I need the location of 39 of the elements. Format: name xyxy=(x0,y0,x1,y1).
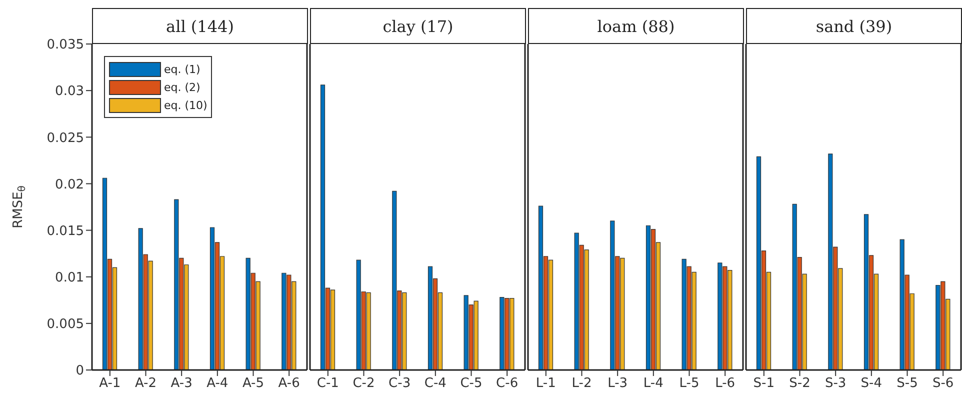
chart-title: all (144) xyxy=(166,16,234,36)
x-tick-label: S-3 xyxy=(824,376,846,392)
x-tick-label: C-1 xyxy=(316,376,339,392)
y-tick-label: 0 xyxy=(76,364,84,379)
x-tick-label: A-4 xyxy=(206,376,228,392)
x-tick-label: L-3 xyxy=(608,376,628,392)
y-tick-label: 0.01 xyxy=(55,270,84,286)
x-tick-label: C-3 xyxy=(388,376,411,392)
x-tick-label: L-6 xyxy=(715,376,736,392)
x-tick-label: C-6 xyxy=(496,376,518,392)
x-tick-label: A-6 xyxy=(278,376,300,392)
y-tick-label: 0.03 xyxy=(55,84,84,100)
x-tick-label: S-2 xyxy=(789,376,810,392)
x-tick-label: S-6 xyxy=(932,376,954,392)
legend-label: eq. (1) xyxy=(164,62,200,76)
x-tick-label: L-5 xyxy=(679,376,700,392)
x-tick-label: S-1 xyxy=(753,376,775,392)
x-tick-label: C-4 xyxy=(424,376,446,392)
chart-title: clay (17) xyxy=(382,16,454,36)
x-tick-label: S-5 xyxy=(896,376,918,392)
x-tick-label: C-5 xyxy=(460,376,482,392)
x-tick-label: A-1 xyxy=(99,376,121,392)
x-tick-label: A-2 xyxy=(134,376,157,392)
y-tick-label: 0.005 xyxy=(46,317,84,332)
chart-title: sand (39) xyxy=(816,16,892,36)
y-tick-label: 0.02 xyxy=(55,177,84,192)
chart-title: loam (88) xyxy=(597,16,675,36)
x-tick-label: L-4 xyxy=(643,376,664,392)
legend-label: eq. (10) xyxy=(164,98,208,112)
x-tick-label: S-4 xyxy=(860,376,882,392)
x-tick-label: C-2 xyxy=(352,376,375,392)
y-tick-label: 0.035 xyxy=(46,38,84,53)
x-tick-label: L-2 xyxy=(572,376,592,392)
y-tick-label: 0.025 xyxy=(46,130,84,146)
x-tick-label: A-5 xyxy=(242,376,264,392)
y-tick-label: 0.015 xyxy=(46,224,84,239)
legend-label: eq. (2) xyxy=(164,80,200,94)
x-tick-label: L-1 xyxy=(536,376,556,392)
x-tick-label: A-3 xyxy=(170,376,192,392)
